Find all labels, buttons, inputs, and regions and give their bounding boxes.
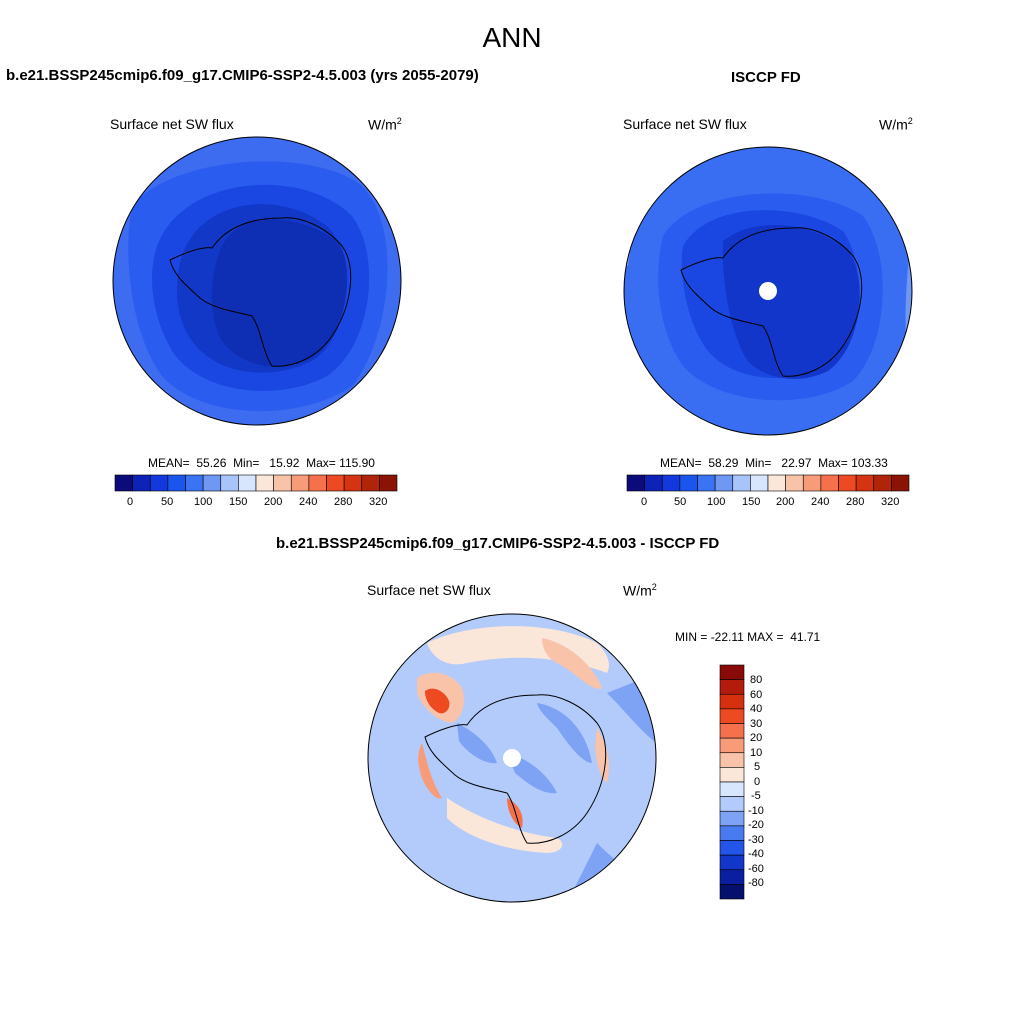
obs-colorbar-tick: 50 [674,496,687,508]
diff-colorbar-tick: 0 [754,776,761,788]
obs-panel-title: ISCCP FD [731,69,801,86]
colorbar-swatch [719,708,745,724]
model-colorbar-tick: 0 [127,496,134,508]
obs-colorbar-tick: 320 [881,496,900,508]
diff-colorbar-tick: -30 [748,834,764,846]
colorbar-swatch [750,474,769,492]
colorbar-swatch [719,693,745,710]
diff-map [367,613,657,903]
colorbar-swatch [719,723,745,739]
model-variable-label: Surface net SW flux [110,116,234,132]
colorbar-swatch [785,474,804,492]
diff-colorbar-tick: 30 [750,718,763,730]
colorbar-swatch [308,474,327,492]
model-colorbar-tick: 100 [194,496,213,508]
diff-colorbar-tick: 10 [750,747,763,759]
colorbar-swatch [132,474,151,492]
colorbar-swatch [891,474,910,492]
obs-colorbar-tick: 200 [776,496,795,508]
diff-min-max: MIN = -22.11 MAX = 41.71 [675,630,821,644]
colorbar-swatch [719,825,745,841]
diff-colorbar-tick: -60 [748,863,764,875]
colorbar-swatch [185,474,204,492]
colorbar-swatch [361,474,380,492]
model-stats: MEAN= 55.26 Min= 15.92 Max= 115.90 [148,456,375,470]
model-colorbar-tick: 150 [229,496,248,508]
diff-colorbar-tick: -40 [748,848,764,860]
colorbar-swatch [220,474,239,492]
diff-colorbar-tick: 20 [750,732,763,744]
colorbar-swatch [238,474,257,492]
model-colorbar-tick: 240 [299,496,318,508]
model-units-label: W/m2 [368,116,402,133]
colorbar-swatch [719,737,745,754]
colorbar-swatch [719,884,745,900]
obs-colorbar-tick: 100 [707,496,726,508]
diff-colorbar-tick: 60 [750,689,763,701]
obs-variable-label: Surface net SW flux [623,116,747,132]
colorbar-swatch [767,474,786,492]
diff-colorbar-tick: 80 [750,674,763,686]
colorbar-swatch [719,767,745,783]
diff-colorbar-tick: -20 [748,819,764,831]
colorbar-swatch [719,752,745,768]
colorbar-swatch [719,781,745,797]
diff-colorbar [719,664,745,900]
colorbar-swatch [719,810,745,827]
colorbar-swatch [719,664,745,680]
colorbar-swatch [273,474,292,492]
colorbar-swatch [290,474,310,492]
model-colorbar-tick: 50 [161,496,174,508]
obs-colorbar-tick: 240 [811,496,830,508]
diff-colorbar-tick: 5 [754,761,761,773]
colorbar-swatch [732,474,751,492]
model-panel-title: b.e21.BSSP245cmip6.f09_g17.CMIP6-SSP2-4.… [6,67,479,84]
colorbar-swatch [714,474,734,492]
obs-colorbar [626,474,910,492]
colorbar-swatch [255,474,274,492]
diff-colorbar-tick: -10 [748,805,764,817]
obs-colorbar-tick: 150 [742,496,761,508]
page-title: ANN [482,22,542,53]
colorbar-swatch [114,474,133,492]
diff-panel-title: b.e21.BSSP245cmip6.f09_g17.CMIP6-SSP2-4.… [276,535,720,552]
colorbar-swatch [697,474,716,492]
colorbar-swatch [719,679,745,695]
obs-colorbar-tick: 0 [641,496,648,508]
colorbar-swatch [379,474,398,492]
model-colorbar-tick: 280 [334,496,353,508]
colorbar-swatch [719,840,745,856]
diff-variable-label: Surface net SW flux [367,582,491,598]
model-colorbar-tick: 200 [264,496,283,508]
colorbar-swatch [626,474,645,492]
colorbar-swatch [855,474,875,492]
colorbar-swatch [719,854,745,871]
colorbar-swatch [838,474,857,492]
colorbar-swatch [167,474,186,492]
obs-units-label: W/m2 [879,116,913,133]
diff-colorbar-tick: 40 [750,703,763,715]
diff-colorbar-tick: -80 [748,877,764,889]
model-colorbar [114,474,398,492]
obs-stats: MEAN= 58.29 Min= 22.97 Max= 103.33 [660,456,888,470]
model-map [112,136,402,426]
obs-map [623,146,913,436]
colorbar-swatch [202,474,222,492]
diff-colorbar-tick: -5 [751,790,761,802]
obs-colorbar-tick: 280 [846,496,865,508]
colorbar-swatch [873,474,892,492]
colorbar-swatch [326,474,345,492]
colorbar-swatch [719,869,745,885]
colorbar-swatch [343,474,363,492]
diff-units-label: W/m2 [623,582,657,599]
colorbar-swatch [644,474,663,492]
colorbar-swatch [661,474,681,492]
model-colorbar-tick: 320 [369,496,388,508]
colorbar-swatch [149,474,169,492]
colorbar-swatch [719,796,745,812]
colorbar-swatch [679,474,698,492]
colorbar-swatch [820,474,839,492]
colorbar-swatch [802,474,822,492]
